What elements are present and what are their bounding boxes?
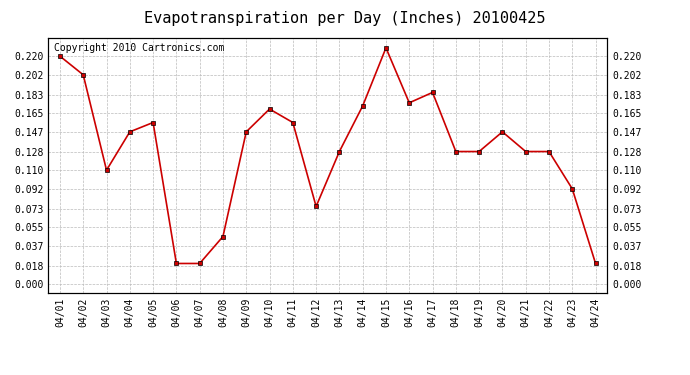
Text: Evapotranspiration per Day (Inches) 20100425: Evapotranspiration per Day (Inches) 2010… (144, 11, 546, 26)
Text: Copyright 2010 Cartronics.com: Copyright 2010 Cartronics.com (54, 43, 224, 52)
